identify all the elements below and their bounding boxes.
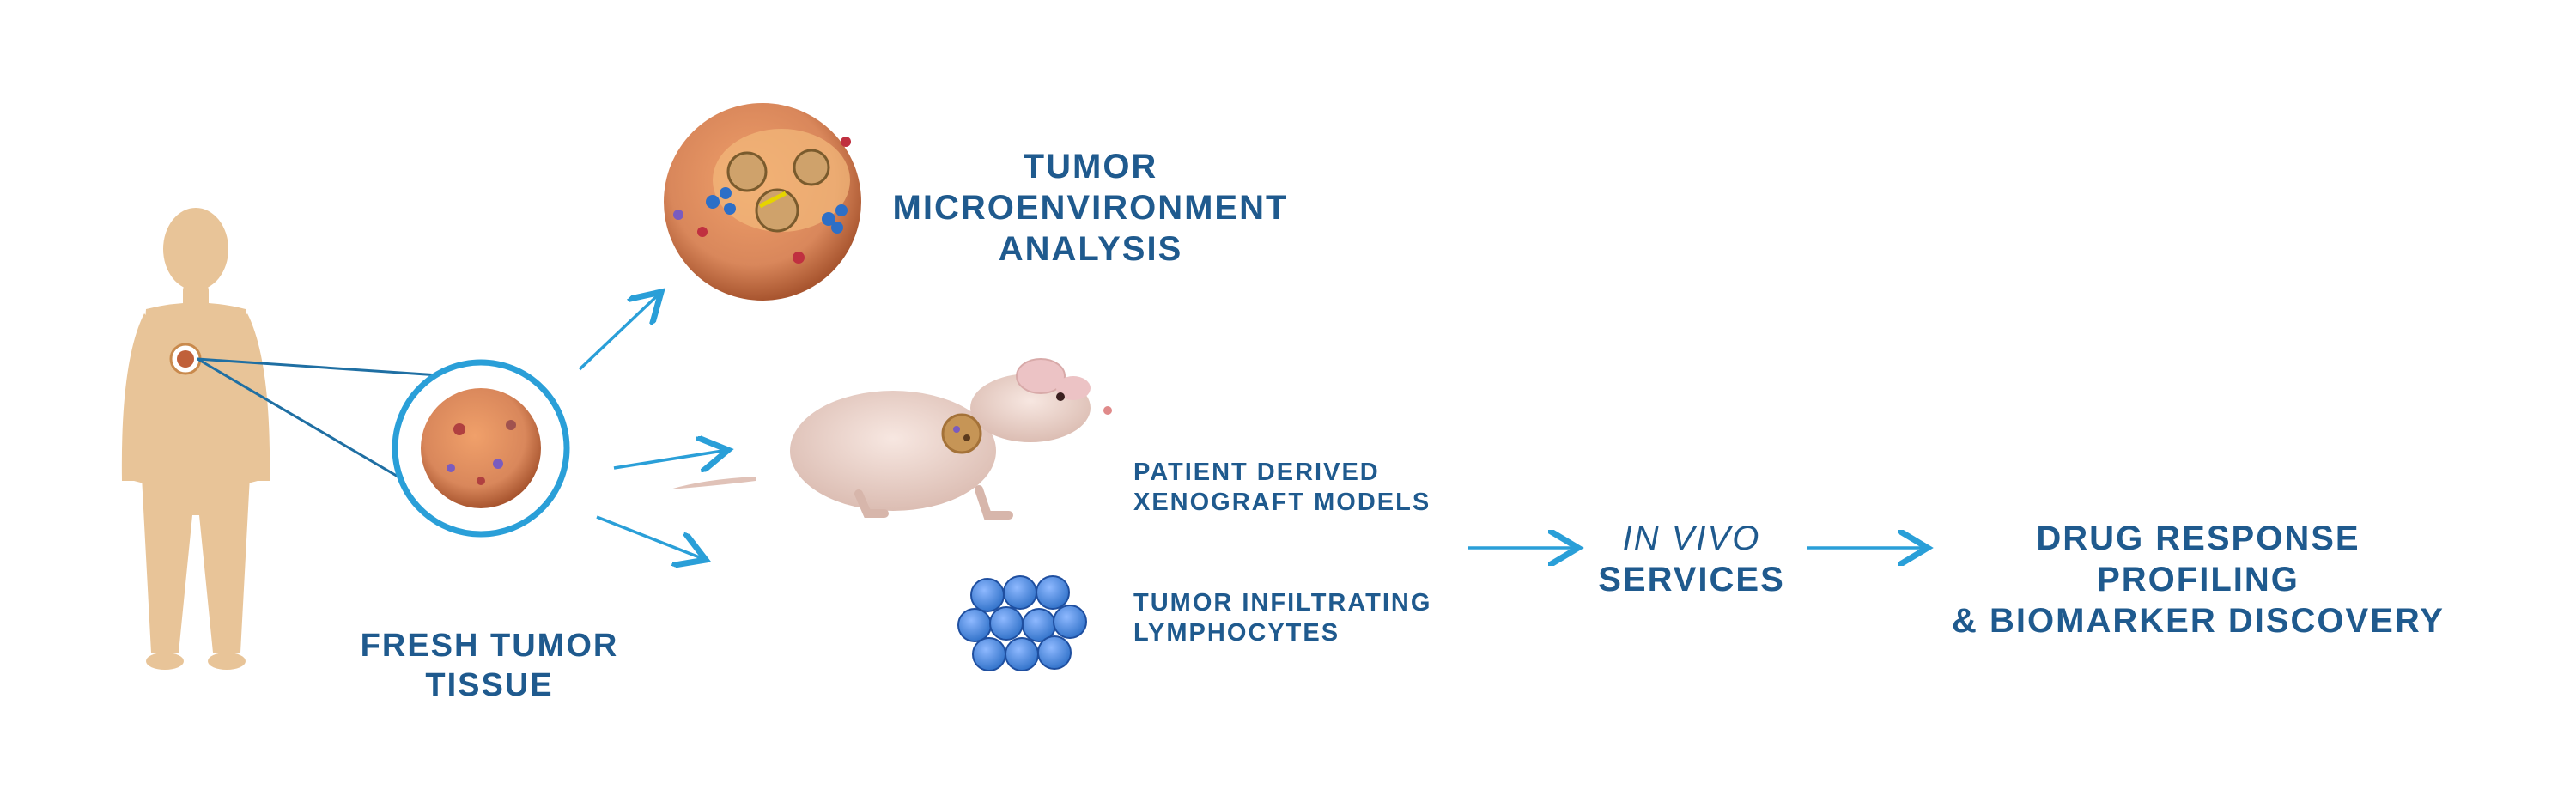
- lymphocyte-cluster-icon: [957, 575, 1087, 671]
- label-fresh-line-2: TISSUE: [425, 666, 554, 703]
- label-drug-line-1: DRUG RESPONSE PROFILING: [2036, 520, 2360, 599]
- label-pdx-models: PATIENT DERIVED XENOGRAFT MODELS: [1133, 458, 1494, 518]
- label-tme-line-1: TUMOR: [1023, 148, 1158, 185]
- fresh-tumor-tissue-icon: [392, 359, 570, 538]
- label-pdx-line-1: PATIENT DERIVED: [1133, 459, 1380, 486]
- label-invivo-line-2: SERVICES: [1598, 561, 1785, 599]
- label-til-line-1: TUMOR INFILTRATING: [1133, 589, 1432, 617]
- arrow-to-tme: [578, 292, 661, 371]
- arrow-to-til: [596, 515, 706, 560]
- label-til: TUMOR INFILTRATING LYMPHOCYTES: [1133, 588, 1494, 648]
- tumor-location-marker: [169, 343, 202, 375]
- label-tme-line-3: ANALYSIS: [998, 230, 1183, 268]
- label-tme-line-2: MICROENVIRONMENT: [892, 189, 1289, 227]
- label-pdx-line-2: XENOGRAFT MODELS: [1133, 488, 1431, 516]
- label-invivo-services: IN VIVO SERVICES: [1563, 518, 1820, 600]
- label-invivo-line-1: IN VIVO: [1622, 520, 1761, 557]
- label-fresh-line-1: FRESH TUMOR: [360, 628, 619, 664]
- label-til-line-2: LYMPHOCYTES: [1133, 618, 1340, 647]
- label-drug-line-2: & BIOMARKER DISCOVERY: [1952, 602, 2445, 640]
- label-drug-response: DRUG RESPONSE PROFILING & BIOMARKER DISC…: [1932, 518, 2464, 641]
- arrow-to-pdx: [613, 450, 728, 468]
- tumor-cell-icon: [664, 103, 861, 301]
- nude-mouse-icon: [670, 358, 1112, 520]
- label-tumor-microenvironment: TUMOR MICROENVIRONMENT ANALYSIS: [876, 146, 1305, 270]
- human-body-silhouette-icon: [121, 208, 270, 670]
- label-fresh-tumor-tissue: FRESH TUMOR TISSUE: [339, 627, 640, 705]
- zoom-line-upper: [197, 357, 477, 380]
